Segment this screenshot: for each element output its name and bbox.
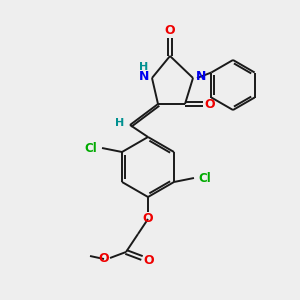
Text: Cl: Cl (199, 172, 212, 184)
Text: O: O (165, 25, 175, 38)
Text: H: H (116, 118, 124, 128)
Text: O: O (99, 253, 109, 266)
Text: O: O (205, 98, 215, 110)
Text: H: H (140, 62, 148, 72)
Text: O: O (144, 254, 154, 266)
Text: O: O (143, 212, 153, 224)
Text: N: N (196, 70, 206, 83)
Text: N: N (139, 70, 149, 83)
Text: Cl: Cl (85, 142, 98, 154)
